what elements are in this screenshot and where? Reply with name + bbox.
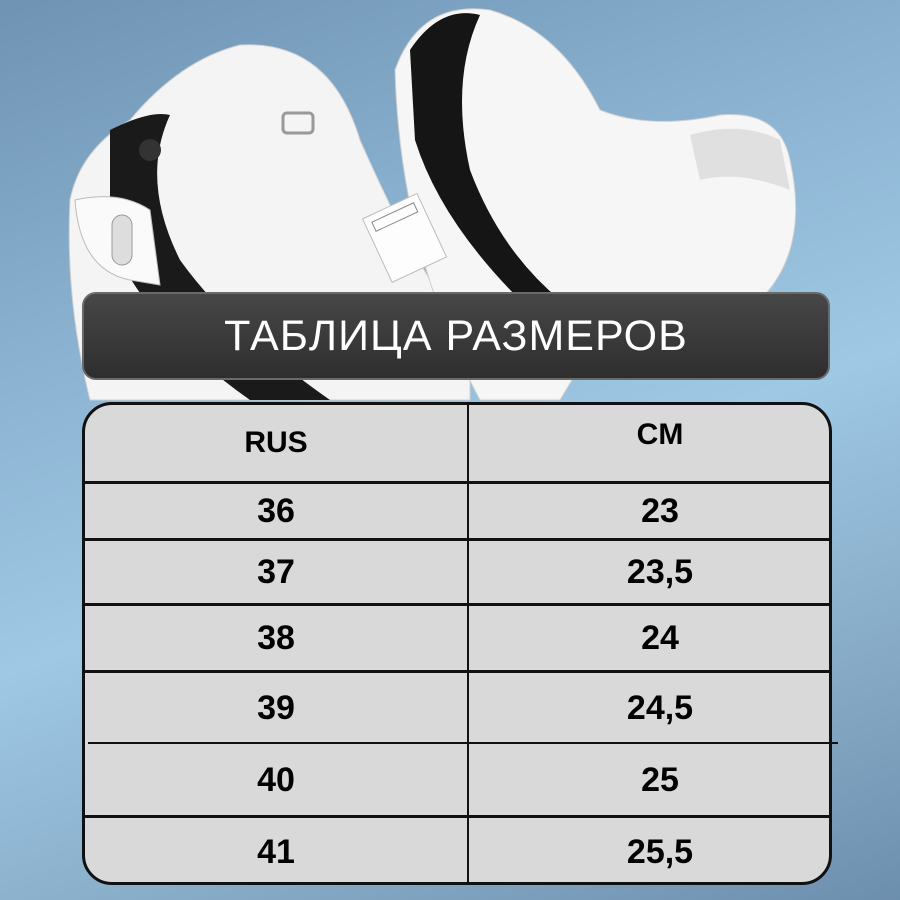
cell-cm: 23,5 xyxy=(626,552,694,591)
page-title: ТАБЛИЦА РАЗМЕРОВ xyxy=(224,311,688,360)
row-divider xyxy=(85,670,829,673)
title-banner: ТАБЛИЦА РАЗМЕРОВ xyxy=(82,292,830,380)
size-table: RUS CM 36 23 37 23,5 38 24 39 24,5 40 25… xyxy=(82,402,832,885)
cell-rus: 36 xyxy=(257,491,295,530)
row-divider xyxy=(85,538,829,541)
row-divider xyxy=(85,603,829,606)
cell-rus: 39 xyxy=(257,688,295,727)
cell-rus: 40 xyxy=(257,760,295,799)
cell-cm: 24 xyxy=(641,618,679,657)
header-rus: RUS xyxy=(244,426,308,459)
cell-rus: 37 xyxy=(257,552,295,591)
cell-rus: 41 xyxy=(257,832,295,871)
column-divider xyxy=(467,405,469,882)
header-cm: CM xyxy=(636,418,684,451)
cell-cm: 24,5 xyxy=(626,688,694,727)
cell-cm: 25 xyxy=(641,760,679,799)
cell-cm: 25,5 xyxy=(626,832,694,871)
row-divider xyxy=(88,742,838,744)
row-divider xyxy=(85,481,829,484)
shoe-tag xyxy=(361,192,448,283)
cell-cm: 23 xyxy=(641,491,679,530)
cell-rus: 38 xyxy=(257,618,295,657)
row-divider xyxy=(85,815,829,818)
